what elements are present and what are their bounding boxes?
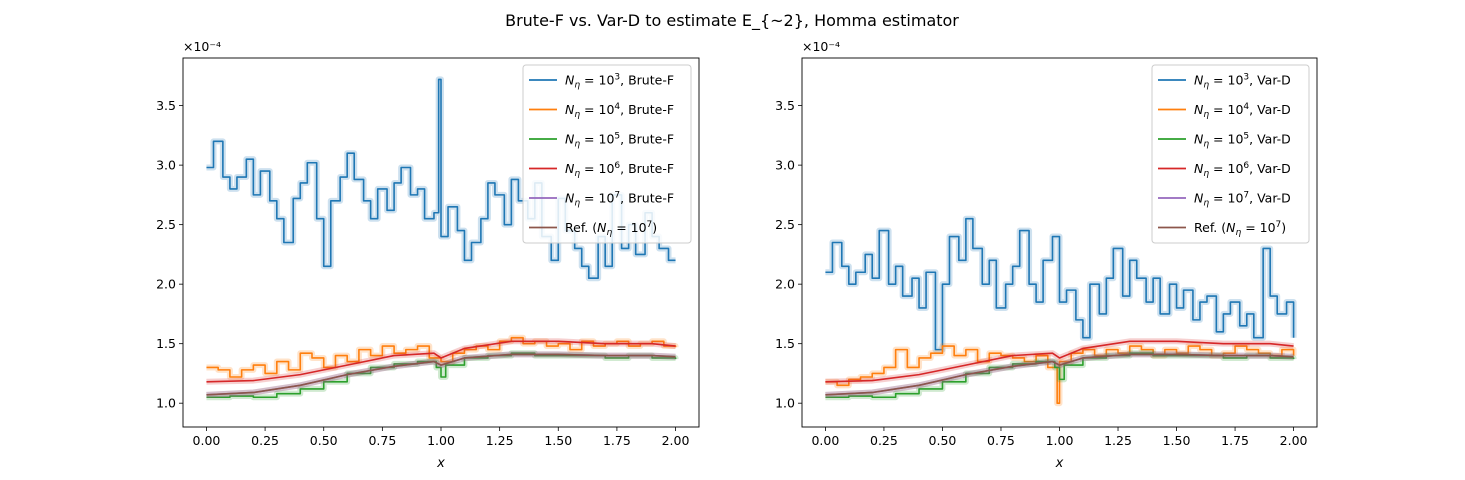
x-tick-label: 2.00	[662, 433, 690, 448]
x-tick-label: 0.25	[251, 433, 279, 448]
plot-area	[825, 215, 1297, 407]
x-tick-label: 0.25	[870, 433, 898, 448]
x-tick-label: 0.75	[987, 433, 1015, 448]
x-tick-label: 0.00	[811, 433, 839, 448]
x-tick-label: 1.25	[486, 433, 514, 448]
y-tick-label: 1.5	[775, 336, 795, 351]
series-line	[206, 353, 676, 396]
series-line	[825, 353, 1294, 396]
x-tick-label: 2.00	[1280, 433, 1308, 448]
x-axis-label: x	[436, 456, 445, 471]
series-line	[825, 217, 1295, 351]
legend-box	[522, 64, 692, 244]
legend-entry: Nη = 103, Var-D	[1194, 73, 1291, 91]
x-tick-label: 0.75	[368, 433, 396, 448]
legend-entry: Ref. (Nη = 107)	[565, 220, 657, 238]
x-tick-label: 1.75	[603, 433, 631, 448]
series-line	[206, 336, 677, 378]
x-axis-label: x	[1055, 456, 1064, 471]
chart-panel-right: 0.00 0.25 0.50 0.75 1.00 1.25 1.50 1.75 2.00 1.0 1…	[775, 39, 1318, 471]
x-tick-label: 1.25	[1104, 433, 1132, 448]
x-tick-label: 0.50	[310, 433, 338, 448]
y-tick-label: 2.5	[156, 217, 176, 232]
y-tick-label: 2.0	[775, 277, 795, 292]
y-multiplier: ×10⁻⁴	[183, 39, 221, 54]
legend: Nη = 103, Brute-F Nη = 104, Brute-F Nη = 1…	[522, 64, 692, 244]
series-line	[825, 340, 1294, 383]
figure-suptitle: Brute-F vs. Var-D to estimate E_{~2}, Ho…	[505, 11, 959, 31]
series-line	[206, 78, 676, 280]
y-tick-label: 1.5	[156, 336, 176, 351]
y-tick-label: 3.5	[775, 98, 795, 113]
legend-entry: Ref. (Nη = 107)	[1194, 220, 1286, 238]
chart-panel-left: 0.00 0.25 0.50 0.75 1.00 1.25 1.50 1.75 2.00 1.0 1…	[156, 39, 700, 471]
y-tick-label: 2.5	[775, 217, 795, 232]
plot-area	[206, 76, 679, 401]
y-tick-label: 1.0	[156, 396, 176, 411]
legend-box	[1151, 64, 1310, 244]
legend-entry: Nη = 104, Var-D	[1194, 102, 1291, 120]
y-tick-label: 1.0	[775, 396, 795, 411]
y-tick-label: 3.0	[775, 158, 795, 173]
legend: Nη = 103, Var-D Nη = 104, Var-D Nη = 105, …	[1151, 64, 1310, 244]
y-tick-label: 2.0	[156, 277, 176, 292]
x-tick-label: 1.50	[544, 433, 572, 448]
y-tick-label: 3.0	[156, 158, 176, 173]
x-tick-label: 1.00	[427, 433, 455, 448]
x-tick-label: 1.75	[1221, 433, 1249, 448]
x-tick-label: 1.00	[1046, 433, 1074, 448]
legend-entry: Nη = 103, Brute-F	[565, 73, 674, 91]
x-tick-label: 0.50	[929, 433, 957, 448]
legend-entry: Nη = 107, Var-D	[1194, 191, 1291, 209]
legend-entry: Nη = 105, Var-D	[1194, 132, 1291, 150]
legend-entry: Nη = 104, Brute-F	[565, 102, 674, 120]
y-tick-label: 3.5	[156, 98, 176, 113]
legend-entry: Nη = 105, Brute-F	[565, 132, 674, 150]
series-line	[206, 340, 676, 383]
y-multiplier: ×10⁻⁴	[802, 39, 840, 54]
x-tick-label: 1.50	[1163, 433, 1191, 448]
legend-entry: Nη = 107, Brute-F	[565, 191, 674, 209]
legend-entry: Nη = 106, Var-D	[1194, 161, 1291, 179]
legend-entry: Nη = 106, Brute-F	[565, 161, 674, 179]
x-tick-label: 0.00	[193, 433, 221, 448]
